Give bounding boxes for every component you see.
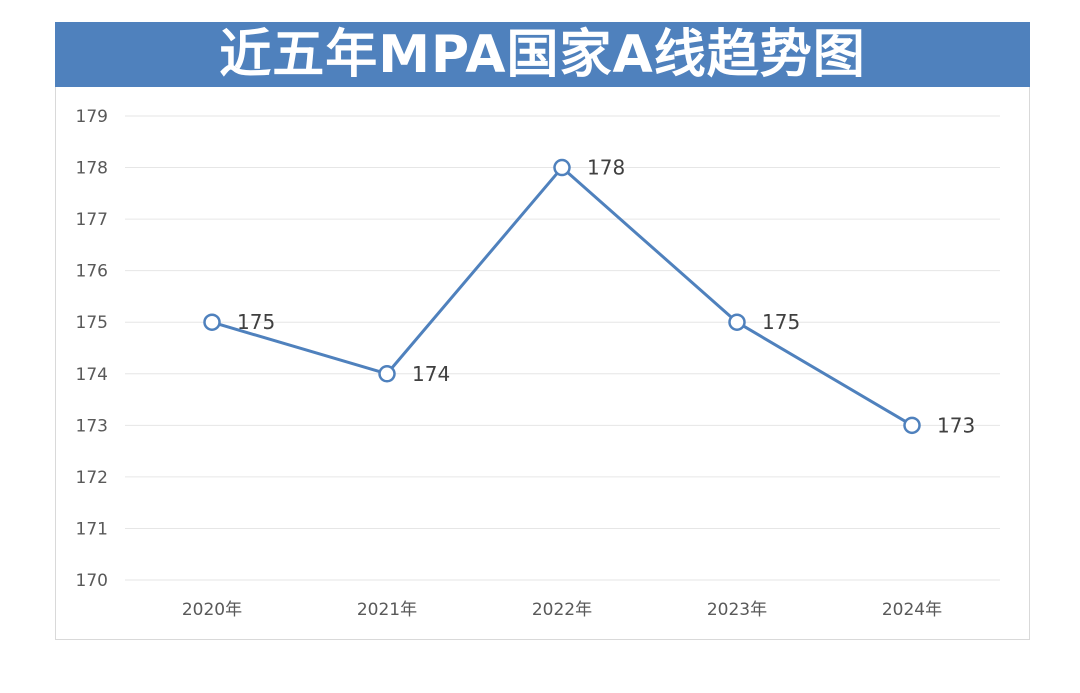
x-tick-label-0: 2020年 [182,600,242,620]
data-point-3 [728,313,746,331]
x-tick-label-3: 2023年 [707,600,767,620]
data-label-4: 173 [937,413,975,437]
y-tick-label-178: 178 [76,159,108,179]
data-label-0: 175 [237,310,275,334]
chart-title: 近五年MPA国家A线趋势图 [219,24,866,85]
x-tick-label-4: 2024年 [882,600,942,620]
y-tick-label-174: 174 [76,365,108,385]
series-line-mpa-a [211,166,913,427]
data-point-1 [378,365,396,383]
data-label-1: 174 [412,362,450,386]
y-tick-label-171: 171 [76,519,108,539]
y-axis-tick-labels: 170 171 172 173 174 175 176 177 178 179 [76,107,108,591]
data-label-3: 175 [762,310,800,334]
y-tick-label-177: 177 [76,210,108,230]
data-point-0 [203,313,221,331]
x-tick-label-2: 2022年 [532,600,592,620]
data-point-2 [553,158,571,177]
data-point-4 [903,416,921,435]
data-points [203,158,921,435]
chart-title-bar: 近五年MPA国家A线趋势图 [55,22,1030,87]
x-axis-tick-labels: 2020年 2021年 2022年 2023年 2024年 [182,600,942,620]
y-tick-label-176: 176 [76,262,108,282]
y-tick-label-175: 175 [76,313,108,333]
data-labels: 175 174 178 175 173 [237,156,975,438]
y-tick-label-173: 173 [76,416,108,436]
gridlines [125,115,1000,581]
data-label-2: 178 [587,156,625,180]
y-tick-label-172: 172 [76,468,108,488]
chart-card [55,22,1030,640]
y-tick-label-179: 179 [76,107,108,127]
series-line [211,166,913,427]
x-tick-label-1: 2021年 [357,600,417,620]
y-tick-label-170: 170 [76,571,108,591]
